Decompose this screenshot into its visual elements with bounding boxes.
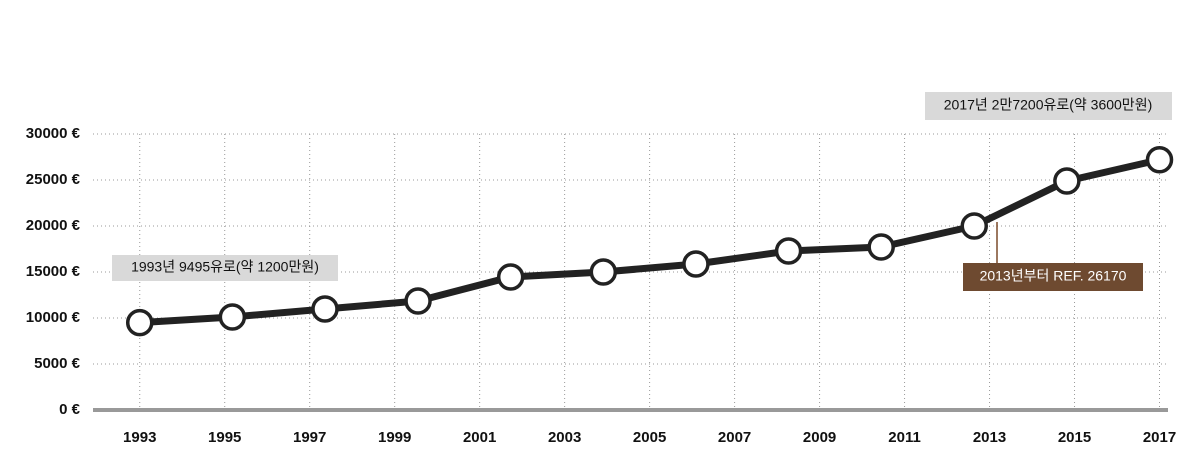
point <box>311 295 339 323</box>
x-tick-label: 2013 <box>973 429 1006 446</box>
y-tick-label: 5000 € <box>34 355 81 372</box>
x-tick-label: 2005 <box>633 429 666 446</box>
x-tick-label: 1997 <box>293 429 326 446</box>
point <box>125 308 154 337</box>
point <box>960 212 988 240</box>
x-tick-label: 2007 <box>718 429 751 446</box>
x-tick-label: 1999 <box>378 429 411 446</box>
point <box>496 263 525 291</box>
annotation: 1993년 9495유로(약 1200만원) <box>131 259 319 275</box>
x-tick-label: 2003 <box>548 429 581 446</box>
x-tick-label: 1993 <box>123 429 156 446</box>
y-tick-label: 20000 € <box>26 217 81 234</box>
annotation: 2013년부터 REF. 26170 <box>980 268 1127 284</box>
y-tick-label: 15000 € <box>26 263 81 280</box>
point <box>867 233 895 261</box>
point <box>1145 146 1174 174</box>
point <box>1053 167 1081 195</box>
point <box>682 250 710 278</box>
x-tick-label: 2009 <box>803 429 836 446</box>
line <box>139 156 1161 327</box>
annotation-box <box>963 263 1143 291</box>
x-tick-label: 2001 <box>463 429 496 446</box>
x-tick-label: 2011 <box>888 429 921 446</box>
point <box>218 303 247 331</box>
x-tick-label: 2015 <box>1058 429 1091 446</box>
y-tick-label: 30000 € <box>26 125 81 142</box>
y-tick-label: 0 € <box>59 401 81 418</box>
annotation: 2017년 2만7200유로(약 3600만원) <box>944 97 1152 113</box>
point <box>774 237 803 265</box>
point <box>589 258 618 286</box>
y-tick-label: 25000 € <box>26 171 81 188</box>
point <box>404 287 432 315</box>
x-tick-label: 2017 <box>1143 429 1176 446</box>
annotation-box <box>925 92 1172 120</box>
annotation-box <box>112 255 338 281</box>
x-tick-label: 1995 <box>208 429 241 446</box>
y-tick-label: 10000 € <box>26 309 81 326</box>
